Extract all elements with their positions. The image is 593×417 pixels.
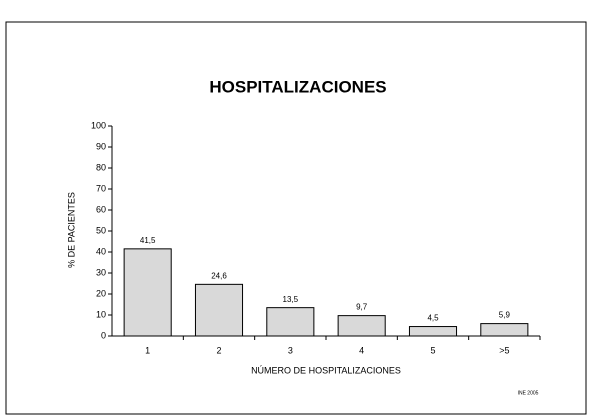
value-label: 41,5 (140, 236, 156, 245)
x-tick-label: 5 (430, 345, 435, 355)
bar (480, 323, 529, 337)
value-label: 5,9 (499, 311, 511, 320)
source: INE 2005 (518, 390, 539, 396)
y-tick-label: 10 (96, 309, 106, 319)
x-tick-label: 4 (359, 345, 364, 355)
bar (194, 283, 244, 337)
y-tick-label: 90 (96, 141, 106, 151)
value-label: 9,7 (356, 303, 368, 312)
x-tick-label: 2 (216, 345, 221, 355)
y-tick-label: 80 (96, 162, 106, 172)
y-tick-label: 40 (96, 246, 106, 256)
value-label: 4,5 (427, 314, 439, 323)
bar (266, 307, 315, 337)
bar (337, 315, 386, 337)
x-tick-label: 1 (145, 345, 150, 355)
y-tick-label: 70 (96, 183, 106, 193)
value-label: 24,6 (211, 271, 227, 280)
frame (5, 21, 587, 415)
x-tick-label: >5 (499, 345, 509, 355)
y-tick-label: 0 (101, 330, 106, 340)
y-tick-label: 20 (96, 288, 106, 298)
bar (123, 248, 172, 337)
y-tick-label: 60 (96, 204, 106, 214)
y-tick-label: 30 (96, 267, 106, 277)
value-label: 13,5 (283, 295, 299, 304)
x-axis-label: NÚMERO DE HOSPITALIZACIONES (251, 365, 401, 375)
y-tick-label: 100 (91, 120, 106, 130)
y-axis-label: % DE PACIENTES (66, 192, 76, 268)
x-tick-label: 3 (288, 345, 293, 355)
bar (408, 326, 458, 337)
chart-title: HOSPITALIZACIONES (209, 77, 386, 96)
y-tick-label: 50 (96, 225, 106, 235)
